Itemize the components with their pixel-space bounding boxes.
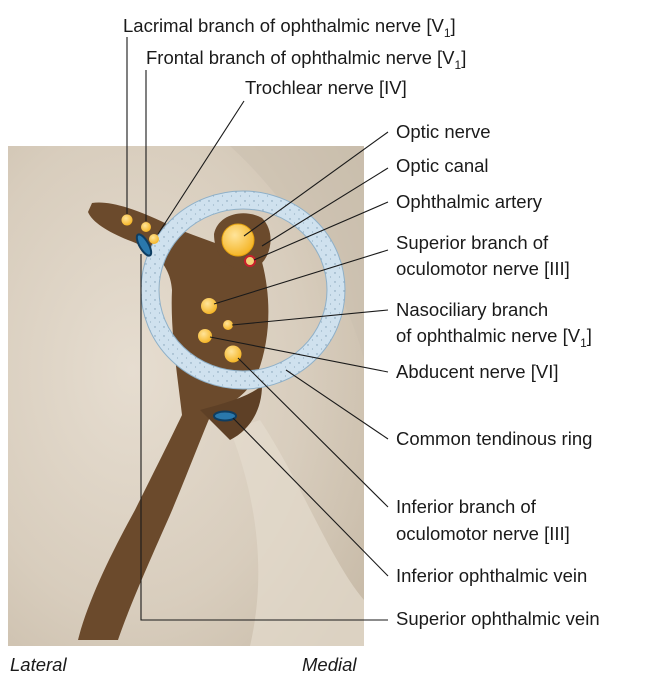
label-optic-nerve: Optic nerve [396,121,491,142]
label-nasociliary-2: of ophthalmic nerve [V1] [396,325,592,350]
leader-trochlear [157,100,245,235]
label-abducent: Abducent nerve [VI] [396,361,559,382]
ophthalmic-artery [244,255,256,267]
leader-optic-nerve [243,131,389,237]
label-lateral: Lateral [10,654,67,675]
leader-sup-ophthalmic-vein [140,254,388,621]
frontal-nerve [141,222,151,232]
label-optic-canal: Optic canal [396,155,489,176]
label-frontal: Frontal branch of ophthalmic nerve [V1] [146,47,466,72]
superior-ophthalmic-vein [135,233,153,257]
trochlear-nerve [149,234,159,244]
superior-oculomotor-branch [201,298,217,314]
bone-shading [230,146,364,360]
leader-ophthalmic-artery [253,201,389,261]
inferior-ophthalmic-vein [213,410,237,422]
inferior-oculomotor-branch [224,345,242,363]
common-tendinous-ring [141,191,345,389]
superior-orbital-fissure [78,202,269,640]
label-inf-ophthalmic-vein: Inferior ophthalmic vein [396,565,587,586]
label-common-ring: Common tendinous ring [396,428,592,449]
label-lacrimal: Lacrimal branch of ophthalmic nerve [V1] [123,15,456,40]
label-sup-oculomotor-1: Superior branch of [396,232,549,253]
leader-sup-oculomotor [213,249,389,305]
leader-inf-oculomotor [237,357,389,508]
label-trochlear: Trochlear nerve [IV] [245,77,407,98]
leader-optic-canal [261,167,389,247]
leader-nasociliary [231,309,389,326]
leader-inf-ophthalmic-vein [232,417,389,577]
label-medial: Medial [302,654,357,675]
lacrimal-nerve [121,214,133,226]
bone-shading-lower [230,420,364,646]
leader-abducent [209,336,389,373]
leader-common-ring [285,369,389,440]
abducent-nerve [198,329,212,343]
optic-nerve [221,223,255,257]
label-inf-oculomotor-1: Inferior branch of [396,496,537,517]
label-sup-ophthalmic-vein: Superior ophthalmic vein [396,608,600,629]
label-nasociliary-1: Nasociliary branch [396,299,548,320]
ring-inner-edge [158,208,328,372]
label-inf-oculomotor-2: oculomotor nerve [III] [396,523,570,544]
label-sup-oculomotor-2: oculomotor nerve [III] [396,258,570,279]
nasociliary-nerve [223,320,233,330]
label-ophthalmic-artery: Ophthalmic artery [396,191,543,212]
